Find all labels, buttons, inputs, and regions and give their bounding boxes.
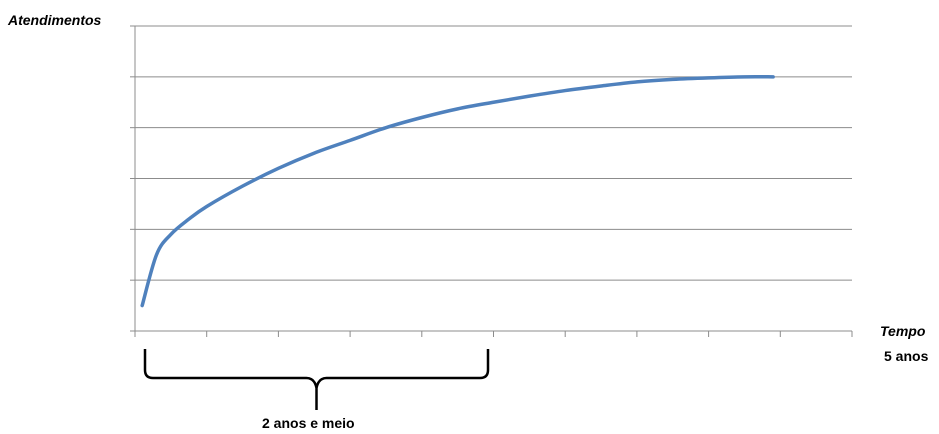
x-end-label: 5 anos <box>884 348 929 364</box>
series-line-1 <box>140 75 775 308</box>
y-axis-label: Atendimentos <box>7 12 102 28</box>
x-axis-label: Tempo <box>880 323 926 339</box>
gridlines <box>135 25 852 281</box>
series-group <box>140 75 775 308</box>
time-brace <box>143 349 490 410</box>
brace-annotation: 2 anos e meio <box>262 415 355 431</box>
x-ticks <box>134 331 853 337</box>
axes <box>130 25 852 337</box>
